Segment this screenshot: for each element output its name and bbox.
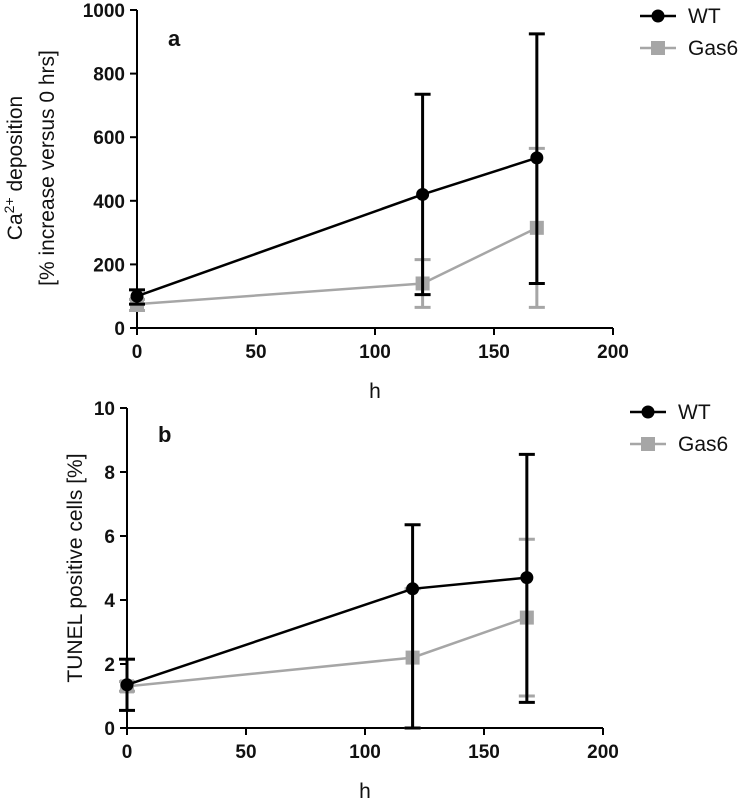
legend-label: WT [688, 5, 721, 28]
y-tick-label: 8 [104, 463, 115, 484]
y-axis-label-rest: deposition [4, 96, 27, 198]
y-tick-label: 600 [93, 128, 125, 149]
x-tick-label: 50 [245, 342, 266, 363]
series-line-gas6 [136, 226, 538, 306]
legend-marker [651, 41, 665, 55]
y-axis-label-superscript: 2+ [1, 197, 17, 213]
legend-item-gas6: Gas6 [640, 37, 738, 60]
legend-label: Gas6 [678, 433, 728, 456]
series-line-gas6 [126, 616, 528, 688]
legend-label: Gas6 [688, 37, 738, 60]
data-point [520, 571, 534, 585]
legend-item-gas6: Gas6 [630, 433, 728, 456]
legend-label: WT [678, 401, 711, 424]
data-point [416, 187, 430, 201]
data-point [406, 582, 420, 596]
y-tick-label: 2 [104, 655, 115, 676]
x-axis-label: h [359, 780, 371, 800]
panel-letter: a [168, 26, 181, 51]
series-wt [119, 452, 535, 730]
legend-item-wt: WT [640, 5, 721, 28]
series-gas6 [119, 537, 535, 730]
y-tick-label: 400 [93, 192, 125, 213]
x-tick-label: 150 [468, 742, 500, 763]
x-axis-label: h [369, 380, 381, 403]
x-tick-label: 100 [359, 342, 391, 363]
legend-marker [651, 9, 665, 23]
x-tick-label: 0 [122, 742, 133, 763]
series-gas6 [129, 146, 545, 313]
legend-marker [641, 405, 655, 419]
x-tick-label: 150 [478, 342, 510, 363]
y-axis-label: TUNEL positive cells [%] [64, 453, 87, 682]
y-tick-label: 0 [104, 719, 115, 740]
x-tick-label: 100 [349, 742, 381, 763]
y-tick-label: 0 [114, 319, 125, 340]
chart-panel-a: 0 200 400 600 800 1000 0 50 100 150 200 h Ca2+ depos… [1, 1, 738, 403]
data-point [130, 289, 144, 303]
y-tick-label: 6 [104, 527, 115, 548]
series-line-wt [136, 156, 538, 298]
y-tick-label: 200 [93, 255, 125, 276]
legend-marker [641, 437, 655, 451]
series-line-wt [126, 576, 527, 686]
series-wt [129, 32, 545, 306]
data-point [530, 151, 544, 165]
panel-letter: b [158, 422, 171, 447]
y-axis-label-line1: Ca2+ deposition [1, 96, 27, 240]
x-tick-label: 0 [132, 342, 143, 363]
y-tick-label: 800 [93, 65, 125, 86]
y-tick-label: 1000 [83, 1, 125, 22]
y-tick-label: 10 [94, 399, 115, 420]
y-axis-label-line2: [% increase versus 0 hrs] [36, 50, 59, 286]
legend-item-wt: WT [630, 401, 711, 424]
x-tick-label: 200 [587, 742, 619, 763]
x-tick-label: 200 [597, 342, 629, 363]
x-tick-label: 50 [235, 742, 256, 763]
y-tick-label: 4 [104, 591, 115, 612]
data-point [120, 678, 134, 692]
y-axis-label-base: Ca [4, 213, 27, 240]
